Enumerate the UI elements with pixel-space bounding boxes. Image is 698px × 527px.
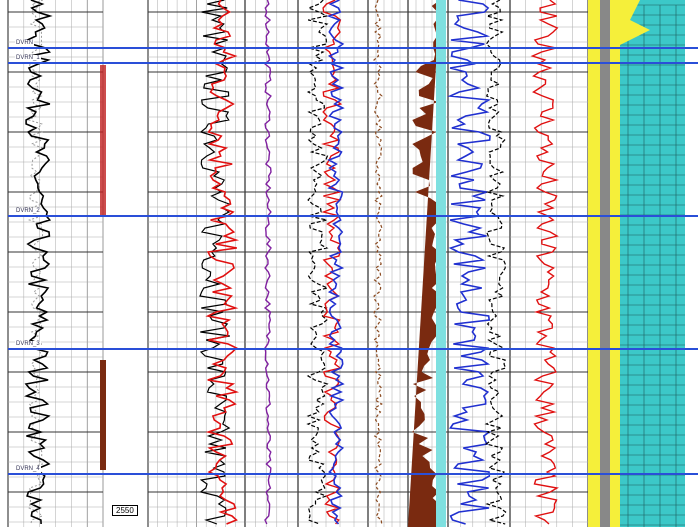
lithology-sand-patch [620,0,650,45]
marker-label: DVRN_2 [15,208,41,215]
marker-label: DVRN_1 [15,55,41,62]
interval-flag [100,65,106,215]
marker-label: DVRN [15,40,35,47]
gamma-dashed-curve [27,0,44,525]
brown-curve [373,0,383,525]
gamma-ray-curve [24,0,53,525]
purple-curve [263,0,272,525]
depth-label: 2550 [112,505,138,516]
black-dashed-curve [484,0,507,525]
blue-curve [447,0,492,525]
sonic-curve [199,0,231,525]
lithology-shale-column [600,0,610,527]
shading-fill [408,0,440,527]
cyan-fill [436,0,446,527]
marker-label: DVRN_4 [15,466,41,473]
neutron-curve [306,0,330,525]
interval-flag [100,360,106,470]
red-step-curve [530,0,560,525]
marker-label: DVRN_3 [15,341,41,348]
resistivity-curve [205,0,240,525]
density-curve [326,0,345,525]
lithology-carbonate-column [620,0,685,527]
